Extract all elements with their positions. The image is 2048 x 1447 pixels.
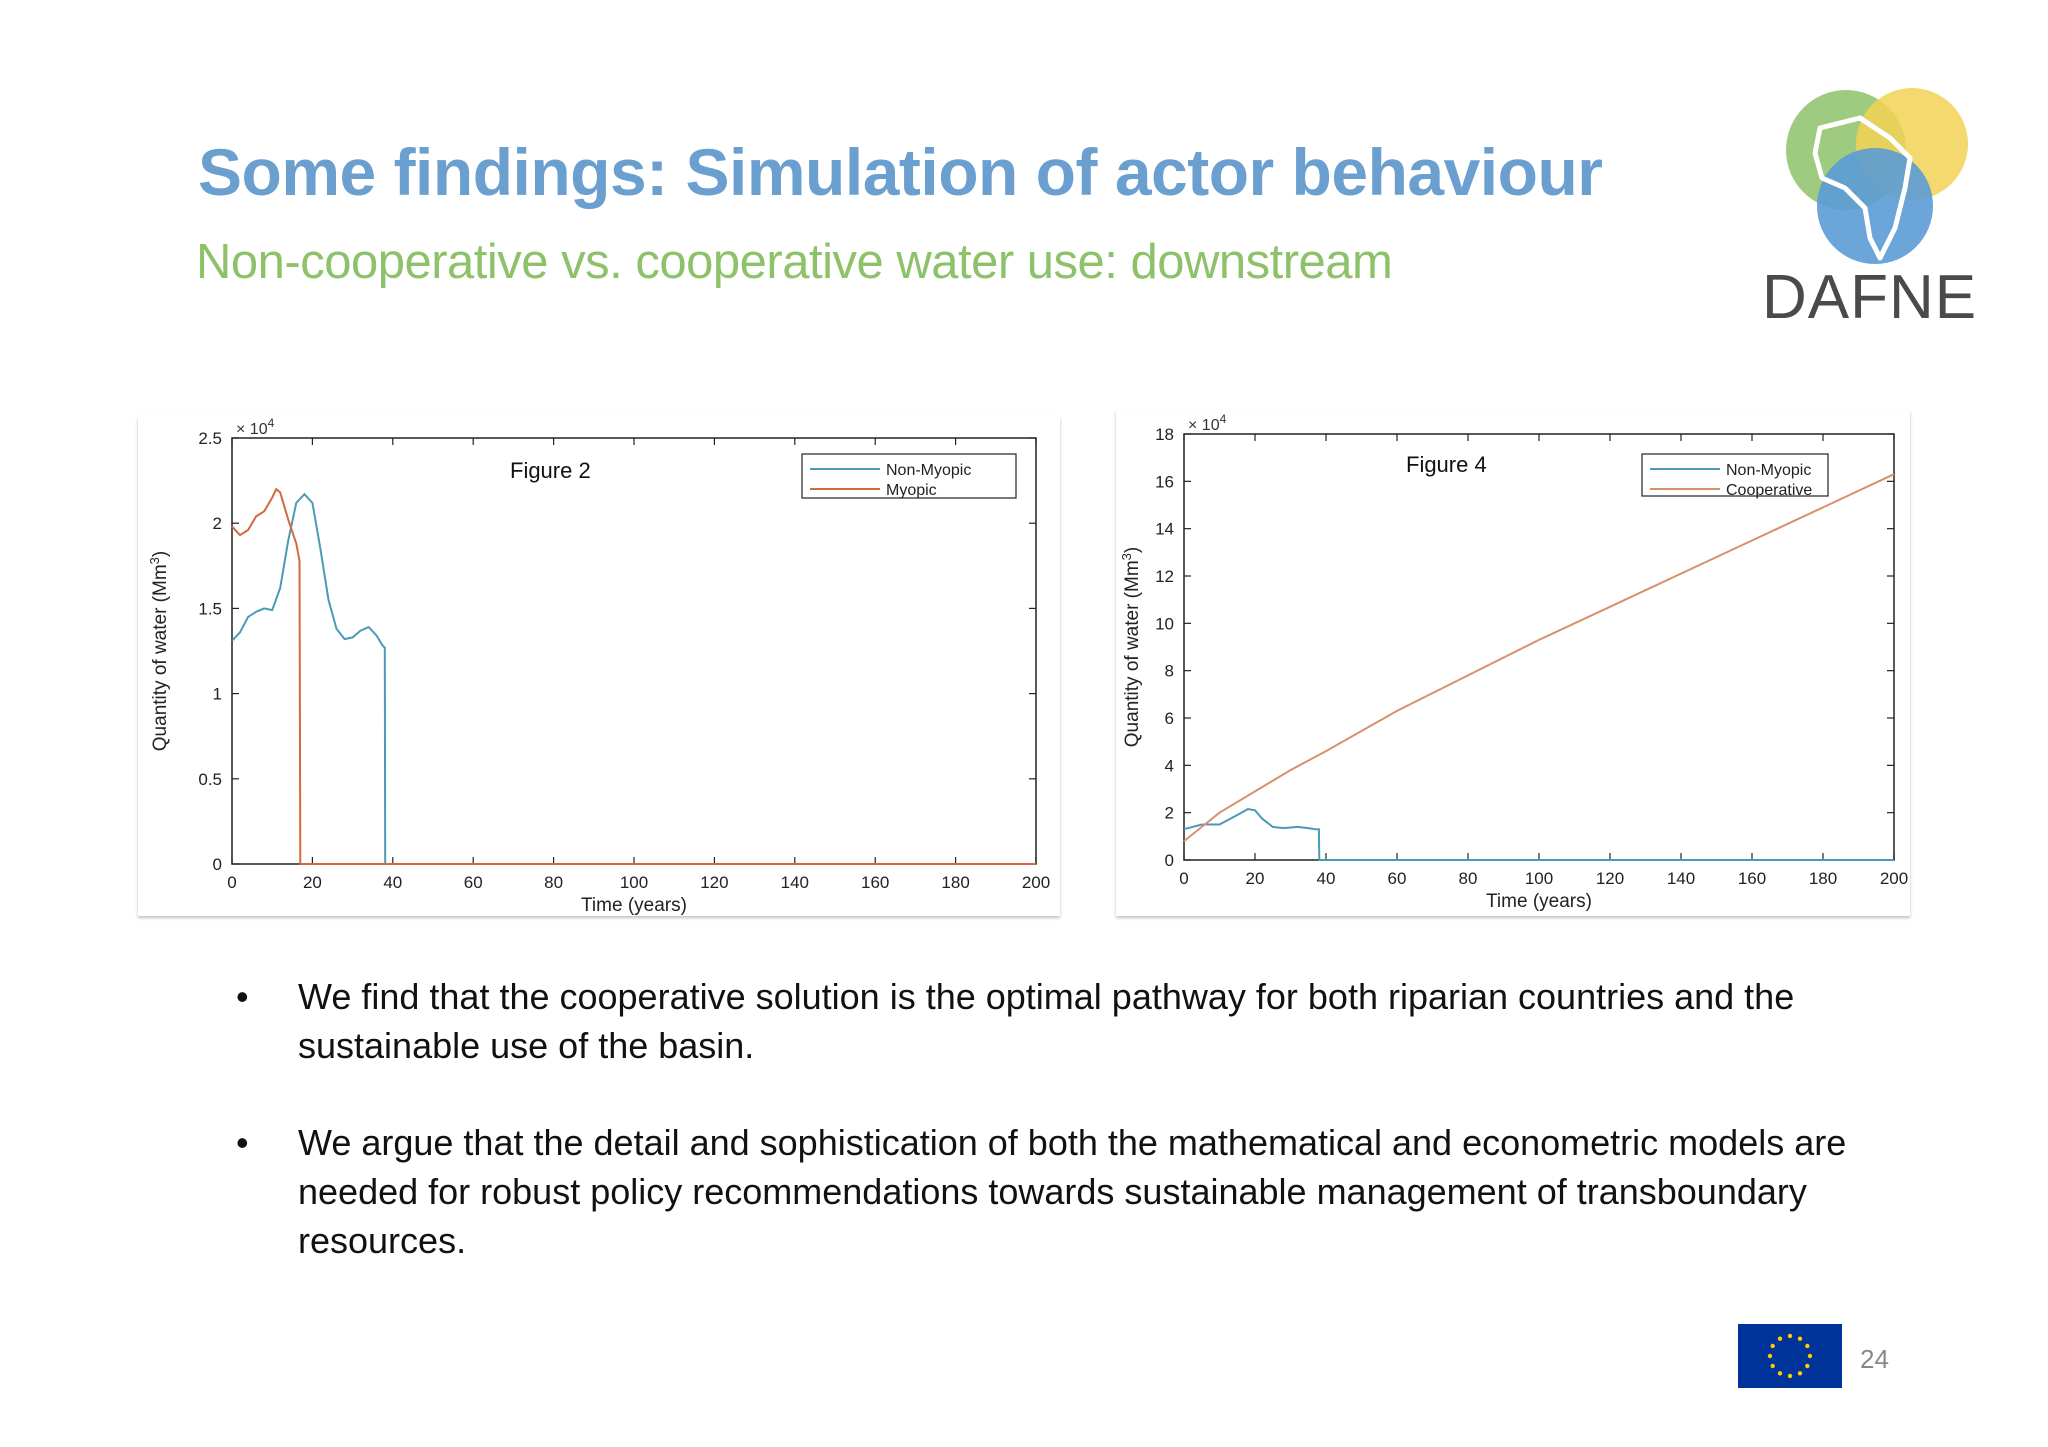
- x-tick-label: 140: [781, 873, 809, 892]
- y-tick-label: 1.5: [198, 599, 222, 618]
- x-tick-label: 0: [1179, 869, 1188, 888]
- bullet-dot-icon: •: [236, 1122, 249, 1163]
- eu-star-icon: [1767, 1353, 1773, 1359]
- legend-label: Non-Myopic: [886, 462, 971, 479]
- series-line-non-myopic: [1183, 808, 1894, 861]
- y-tick-label: 0: [213, 855, 222, 874]
- legend-label: Myopic: [886, 482, 937, 499]
- y-exponent-label: × 104: [1188, 412, 1227, 434]
- bullet-text: We find that the cooperative solution is…: [298, 976, 1795, 1066]
- eu-star-icon: [1787, 1373, 1793, 1379]
- eu-star-icon: [1777, 1371, 1783, 1376]
- x-tick-label: 160: [1738, 869, 1766, 888]
- x-tick-label: 20: [1246, 869, 1265, 888]
- x-tick-label: 100: [620, 873, 648, 892]
- x-tick-label: 60: [1388, 869, 1407, 888]
- x-tick-label: 60: [464, 873, 483, 892]
- legend-label: Non-Myopic: [1726, 462, 1811, 479]
- bullet-item: • We find that the cooperative solution i…: [236, 972, 1876, 1070]
- plot-frame: [231, 437, 1037, 865]
- legend-label: Cooperative: [1726, 482, 1812, 499]
- eu-star-icon: [1797, 1371, 1803, 1376]
- figure-4-chart: 0 20 40 60 80 100 120 140 160 180 200 0 2 4 6 8 10 12 14 16…: [1119, 412, 1908, 912]
- slide-title: Some findings: Simulation of actor behav…: [198, 135, 1603, 209]
- y-tick-label: 18: [1155, 425, 1174, 444]
- logo-text: DAFNE: [1762, 263, 1978, 332]
- eu-star-icon: [1787, 1333, 1793, 1339]
- eu-flag-icon: [1738, 1324, 1842, 1388]
- bullet-dot-icon: •: [236, 976, 249, 1017]
- series-line-non-myopic: [231, 492, 1036, 865]
- legend-box: [801, 453, 1017, 499]
- y-tick-label: 0.5: [198, 770, 222, 789]
- page-number: 24: [1860, 1344, 1889, 1374]
- series-line-cooperative: [1183, 473, 1895, 842]
- figure-annotation: Figure 2: [510, 458, 591, 483]
- y-exponent-label: × 104: [236, 416, 275, 438]
- y-axis-label: Quantity of water (Mm3): [1119, 547, 1143, 747]
- dafne-logo-icon: [1786, 88, 1968, 264]
- x-tick-label: 20: [303, 873, 322, 892]
- eu-star-icon: [1777, 1336, 1783, 1341]
- y-tick-label: 14: [1155, 520, 1174, 539]
- y-tick-label: 12: [1155, 567, 1174, 586]
- x-tick-label: 160: [861, 873, 889, 892]
- y-tick-label: 1: [213, 685, 222, 704]
- x-tick-label: 200: [1022, 873, 1050, 892]
- eu-star-icon: [1805, 1363, 1810, 1369]
- bullet-item: • We argue that the detail and sophistica…: [236, 1118, 1876, 1265]
- x-tick-label: 120: [1596, 869, 1624, 888]
- x-tick-label: 80: [1459, 869, 1478, 888]
- eu-star-icon: [1805, 1343, 1810, 1349]
- bullet-list: • We find that the cooperative solution i…: [236, 972, 1876, 1313]
- eu-star-icon: [1797, 1336, 1803, 1341]
- y-tick-label: 6: [1165, 709, 1174, 728]
- eu-star-icon: [1770, 1363, 1775, 1369]
- y-tick-label: 10: [1155, 614, 1174, 633]
- figure-2-panel: 0 20 40 60 80 100 120 140 160 180 200 0 0.5 1 1.5 2 2.5 ×…: [138, 416, 1060, 916]
- eu-star-icon: [1807, 1353, 1813, 1359]
- figure-4-panel: 0 20 40 60 80 100 120 140 160 180 200 0 2 4 6 8 10 12 14 16…: [1116, 410, 1910, 916]
- figure-annotation: Figure 4: [1406, 452, 1487, 477]
- y-axis-label: Quantity of water (Mm3): [147, 551, 171, 751]
- y-tick-label: 8: [1165, 662, 1174, 681]
- x-tick-label: 180: [1809, 869, 1837, 888]
- x-tick-label: 40: [1317, 869, 1336, 888]
- slide-subtitle: Non-cooperative vs. cooperative water us…: [196, 235, 1393, 289]
- plot-frame: [1183, 433, 1895, 861]
- bullet-text: We argue that the detail and sophisticat…: [298, 1122, 1847, 1261]
- figure-2-chart: 0 20 40 60 80 100 120 140 160 180 200 0 0.5 1 1.5 2 2.5 ×…: [147, 416, 1050, 916]
- y-tick-label: 2: [213, 514, 222, 533]
- x-tick-label: 180: [941, 873, 969, 892]
- x-axis-label: Time (years): [581, 895, 687, 916]
- series-line-myopic: [231, 487, 1036, 865]
- x-tick-label: 140: [1667, 869, 1695, 888]
- x-tick-label: 40: [383, 873, 402, 892]
- x-axis-label: Time (years): [1486, 891, 1592, 912]
- x-tick-label: 100: [1525, 869, 1553, 888]
- eu-star-icon: [1770, 1343, 1775, 1349]
- x-tick-label: 80: [544, 873, 563, 892]
- y-tick-label: 0: [1165, 851, 1174, 870]
- y-tick-label: 4: [1165, 756, 1174, 775]
- x-tick-label: 200: [1880, 869, 1908, 888]
- x-tick-label: 120: [700, 873, 728, 892]
- x-tick-label: 0: [227, 873, 236, 892]
- y-tick-label: 2: [1165, 804, 1174, 823]
- y-tick-label: 2.5: [198, 429, 222, 448]
- y-tick-label: 16: [1155, 472, 1174, 491]
